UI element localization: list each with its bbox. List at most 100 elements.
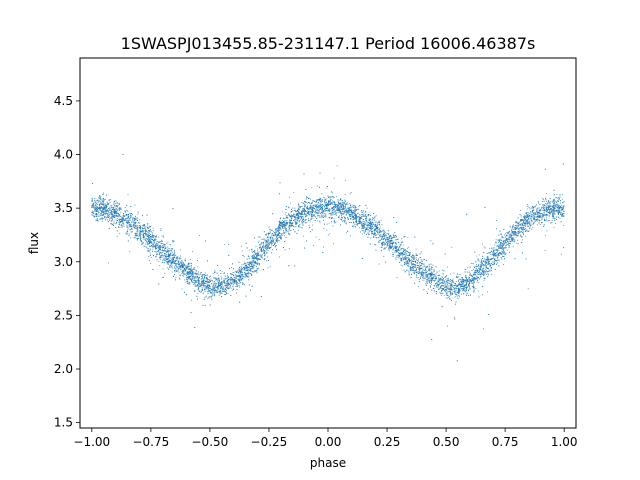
data-point (484, 260, 486, 262)
data-point (516, 228, 518, 230)
data-point (361, 217, 363, 219)
data-point (382, 243, 383, 245)
data-point (115, 205, 117, 207)
data-point (110, 208, 112, 210)
data-point (413, 256, 415, 258)
data-point (511, 235, 513, 237)
data-point (281, 233, 283, 234)
data-point (94, 215, 96, 217)
data-point (196, 274, 198, 276)
data-point (278, 232, 280, 234)
data-point (241, 266, 243, 268)
data-point (384, 248, 386, 250)
data-point (400, 244, 402, 246)
data-point (147, 231, 149, 233)
data-point (242, 276, 244, 278)
data-point (447, 283, 448, 285)
data-point (388, 237, 390, 239)
data-point (155, 255, 157, 257)
data-point (104, 205, 106, 207)
data-point (546, 207, 548, 209)
data-point (484, 273, 486, 275)
data-point (258, 251, 260, 253)
data-point (552, 200, 554, 202)
data-point (212, 273, 214, 274)
data-point (424, 275, 426, 277)
data-point (141, 230, 143, 232)
data-point (289, 233, 291, 235)
data-point (349, 193, 351, 195)
data-point (204, 275, 206, 277)
data-point (258, 252, 260, 254)
data-point (301, 217, 303, 219)
data-point (150, 238, 152, 239)
data-point (436, 277, 437, 279)
data-point (542, 206, 544, 208)
data-point (308, 208, 310, 210)
data-point (528, 221, 530, 223)
data-point (492, 249, 494, 251)
data-point (495, 255, 497, 257)
data-point (450, 288, 452, 290)
data-point (429, 269, 431, 271)
data-point (353, 226, 355, 228)
data-point (388, 244, 390, 245)
data-point (250, 263, 252, 265)
data-point (403, 253, 405, 255)
data-point (227, 283, 229, 284)
data-point (261, 238, 263, 240)
data-point (442, 269, 443, 271)
data-point (253, 255, 254, 257)
data-point (167, 262, 169, 263)
data-point (344, 220, 346, 222)
data-point (195, 280, 197, 282)
data-point (408, 260, 410, 262)
data-point (132, 213, 133, 215)
data-point (341, 215, 343, 217)
data-point (533, 213, 534, 215)
data-point (459, 279, 461, 281)
data-point (384, 234, 386, 236)
data-point (506, 249, 508, 251)
data-point (95, 200, 97, 202)
data-point (460, 281, 462, 283)
data-point (284, 232, 286, 234)
data-point (116, 208, 118, 210)
data-point (275, 245, 277, 247)
data-point (328, 222, 330, 224)
data-point (232, 287, 234, 289)
data-point (161, 235, 163, 237)
data-point (175, 269, 177, 271)
data-point (316, 185, 318, 187)
data-point (134, 232, 136, 234)
data-point (232, 272, 234, 274)
data-point (508, 232, 510, 234)
data-point (407, 265, 409, 267)
data-point (500, 245, 502, 247)
data-point (463, 290, 465, 292)
data-point (297, 229, 299, 231)
data-point (349, 221, 351, 223)
data-point (445, 278, 447, 280)
data-point (319, 205, 321, 207)
data-point (381, 246, 383, 248)
data-point (330, 209, 332, 211)
data-point (169, 249, 171, 251)
data-point (147, 233, 149, 235)
data-point (430, 279, 432, 281)
data-point (424, 277, 426, 279)
data-point (101, 211, 103, 213)
data-point (120, 209, 122, 211)
data-point (520, 214, 522, 216)
data-point (281, 222, 283, 224)
data-point (330, 208, 332, 210)
data-point (155, 248, 157, 250)
data-point (137, 235, 139, 237)
data-point (528, 219, 530, 221)
data-point (348, 208, 350, 209)
data-point (531, 228, 533, 230)
data-point (390, 242, 392, 244)
data-point (472, 281, 474, 283)
data-point (251, 264, 253, 265)
